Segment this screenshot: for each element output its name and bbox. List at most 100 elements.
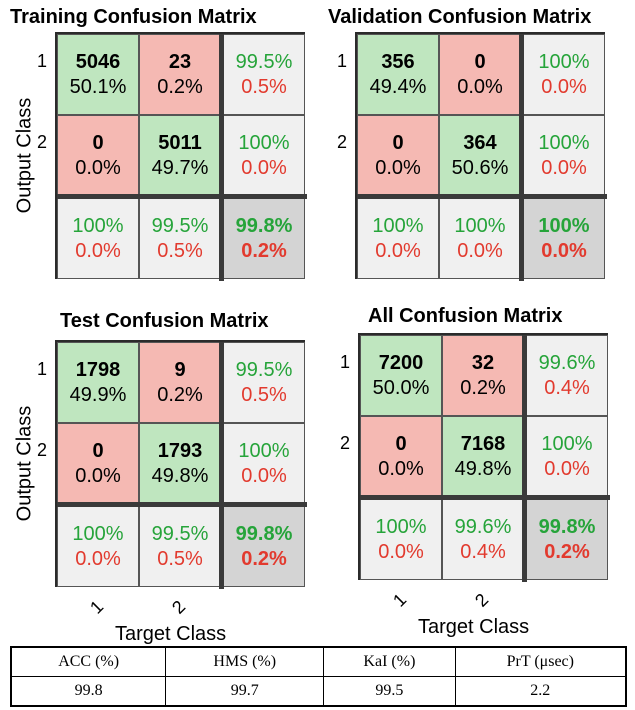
row-tick-label: 2 (340, 432, 351, 453)
cell-percent: 0.0% (75, 156, 121, 179)
cell-percent: 0.0% (457, 75, 503, 98)
cell-count: 1793 (157, 439, 203, 462)
overall-accuracy-cell: 99.8% 0.2% (223, 506, 305, 587)
matrix-title: Test Confusion Matrix (60, 310, 269, 332)
cell-error-rate: 0.4% (544, 376, 590, 399)
cell-correct-rate: 99.6% (538, 351, 596, 374)
cell-correct-rate: 99.5% (235, 358, 293, 381)
error-cell: 9 0.2% (139, 342, 221, 423)
cell-percent: 0.0% (375, 156, 421, 179)
cell-percent: 0.2% (157, 75, 203, 98)
summary-cell: 99.5% 0.5% (139, 198, 221, 279)
error-cell: 0 0.0% (357, 115, 439, 196)
cell-percent: 49.9% (69, 383, 127, 406)
y-axis-label: Output Class (13, 405, 36, 521)
metrics-value-cell: 99.7 (165, 676, 325, 707)
cell-percent: 50.0% (372, 376, 430, 399)
metrics-table: ACC (%) HMS (%) KaI (%) PrT (μsec) 99.8 … (10, 646, 627, 707)
overall-accuracy-cell: 99.8% 0.2% (223, 198, 305, 279)
correct-cell: 356 49.4% (357, 34, 439, 115)
summary-divider-vertical (519, 34, 524, 281)
cell-count: 23 (168, 50, 192, 73)
correct-cell: 1798 49.9% (57, 342, 139, 423)
cell-error-rate: 0.0% (541, 239, 587, 262)
summary-divider-vertical (219, 342, 224, 589)
column-tick-label: 2 (168, 596, 190, 618)
cell-error-rate: 0.5% (157, 547, 203, 570)
row-tick-label: 1 (337, 50, 348, 71)
metrics-header-row: ACC (%) HMS (%) KaI (%) PrT (μsec) (10, 646, 627, 677)
summary-cell: 100% 0.0% (57, 198, 139, 279)
summary-cell: 99.5% 0.5% (139, 506, 221, 587)
summary-divider-vertical (522, 335, 527, 582)
matrix-title: Training Confusion Matrix (10, 6, 257, 28)
summary-divider-horizontal (357, 194, 607, 199)
cell-error-rate: 0.0% (375, 239, 421, 262)
row-tick-label: 1 (37, 358, 48, 379)
overall-accuracy-cell: 99.8% 0.2% (526, 499, 608, 580)
confusion-grid: 1798 49.9% 9 0.2% 99.5% 0.5% 0 0.0% 1793 49.8% 100… (55, 340, 307, 589)
cell-correct-rate: 100% (372, 214, 424, 237)
cell-error-rate: 0.4% (460, 540, 506, 563)
cell-error-rate: 0.0% (544, 457, 590, 480)
confusion-grid: 356 49.4% 0 0.0% 100% 0.0% 0 0.0% 364 50.6% 100% 0.… (355, 32, 607, 281)
cell-error-rate: 0.0% (541, 156, 587, 179)
error-cell: 32 0.2% (442, 335, 524, 416)
summary-cell: 100% 0.0% (360, 499, 442, 580)
cell-percent: 49.8% (454, 457, 512, 480)
x-axis-label: Target Class (418, 616, 530, 638)
summary-cell: 99.5% 0.5% (223, 34, 305, 115)
correct-cell: 7168 49.8% (442, 416, 524, 497)
cell-error-rate: 0.0% (378, 540, 424, 563)
row-tick-label: 1 (37, 50, 48, 71)
column-tick-label: 1 (86, 596, 108, 618)
metrics-header-cell: PrT (μsec) (454, 646, 627, 677)
cell-count: 1798 (75, 358, 121, 381)
confusion-grid: 7200 50.0% 32 0.2% 99.6% 0.4% 0 0.0% 7168 49.8% 10… (358, 333, 610, 582)
summary-divider-horizontal (360, 495, 610, 500)
cell-error-rate: 0.2% (544, 540, 590, 563)
correct-cell: 5046 50.1% (57, 34, 139, 115)
summary-cell: 99.5% 0.5% (223, 342, 305, 423)
summary-cell: 100% 0.0% (357, 198, 439, 279)
metrics-header-cell: KaI (%) (323, 646, 456, 677)
summary-cell: 100% 0.0% (526, 416, 608, 497)
metrics-header-cell: HMS (%) (165, 646, 325, 677)
cell-error-rate: 0.2% (241, 239, 287, 262)
cell-percent: 0.0% (75, 464, 121, 487)
correct-cell: 364 50.6% (439, 115, 521, 196)
metrics-value-row: 99.8 99.7 99.5 2.2 (10, 676, 627, 707)
overall-accuracy-cell: 100% 0.0% (523, 198, 605, 279)
metrics-value-cell: 2.2 (454, 676, 627, 707)
row-tick-label: 2 (337, 131, 348, 152)
cell-error-rate: 0.0% (75, 239, 121, 262)
cell-count: 0 (474, 50, 486, 73)
cell-percent: 49.8% (151, 464, 209, 487)
cell-error-rate: 0.0% (541, 75, 587, 98)
cell-correct-rate: 99.5% (151, 522, 209, 545)
cell-count: 7168 (460, 432, 506, 455)
cell-percent: 0.2% (460, 376, 506, 399)
cell-error-rate: 0.5% (157, 239, 203, 262)
matrix-title: Validation Confusion Matrix (328, 6, 592, 28)
cell-correct-rate: 100% (538, 214, 590, 237)
summary-cell: 100% 0.0% (223, 115, 305, 196)
cell-count: 5046 (75, 50, 121, 73)
cell-correct-rate: 100% (538, 50, 590, 73)
cell-correct-rate: 100% (375, 515, 427, 538)
cell-correct-rate: 99.6% (454, 515, 512, 538)
matrix-title: All Confusion Matrix (368, 305, 563, 327)
cell-count: 364 (463, 131, 497, 154)
cell-error-rate: 0.0% (241, 156, 287, 179)
cell-correct-rate: 100% (454, 214, 506, 237)
cell-correct-rate: 100% (72, 214, 124, 237)
summary-cell: 100% 0.0% (523, 34, 605, 115)
error-cell: 0 0.0% (57, 423, 139, 504)
summary-cell: 100% 0.0% (57, 506, 139, 587)
cell-correct-rate: 100% (238, 439, 290, 462)
cell-count: 0 (92, 439, 104, 462)
cell-correct-rate: 100% (541, 432, 593, 455)
row-tick-label: 2 (37, 439, 48, 460)
correct-cell: 5011 49.7% (139, 115, 221, 196)
summary-divider-vertical (219, 34, 224, 281)
